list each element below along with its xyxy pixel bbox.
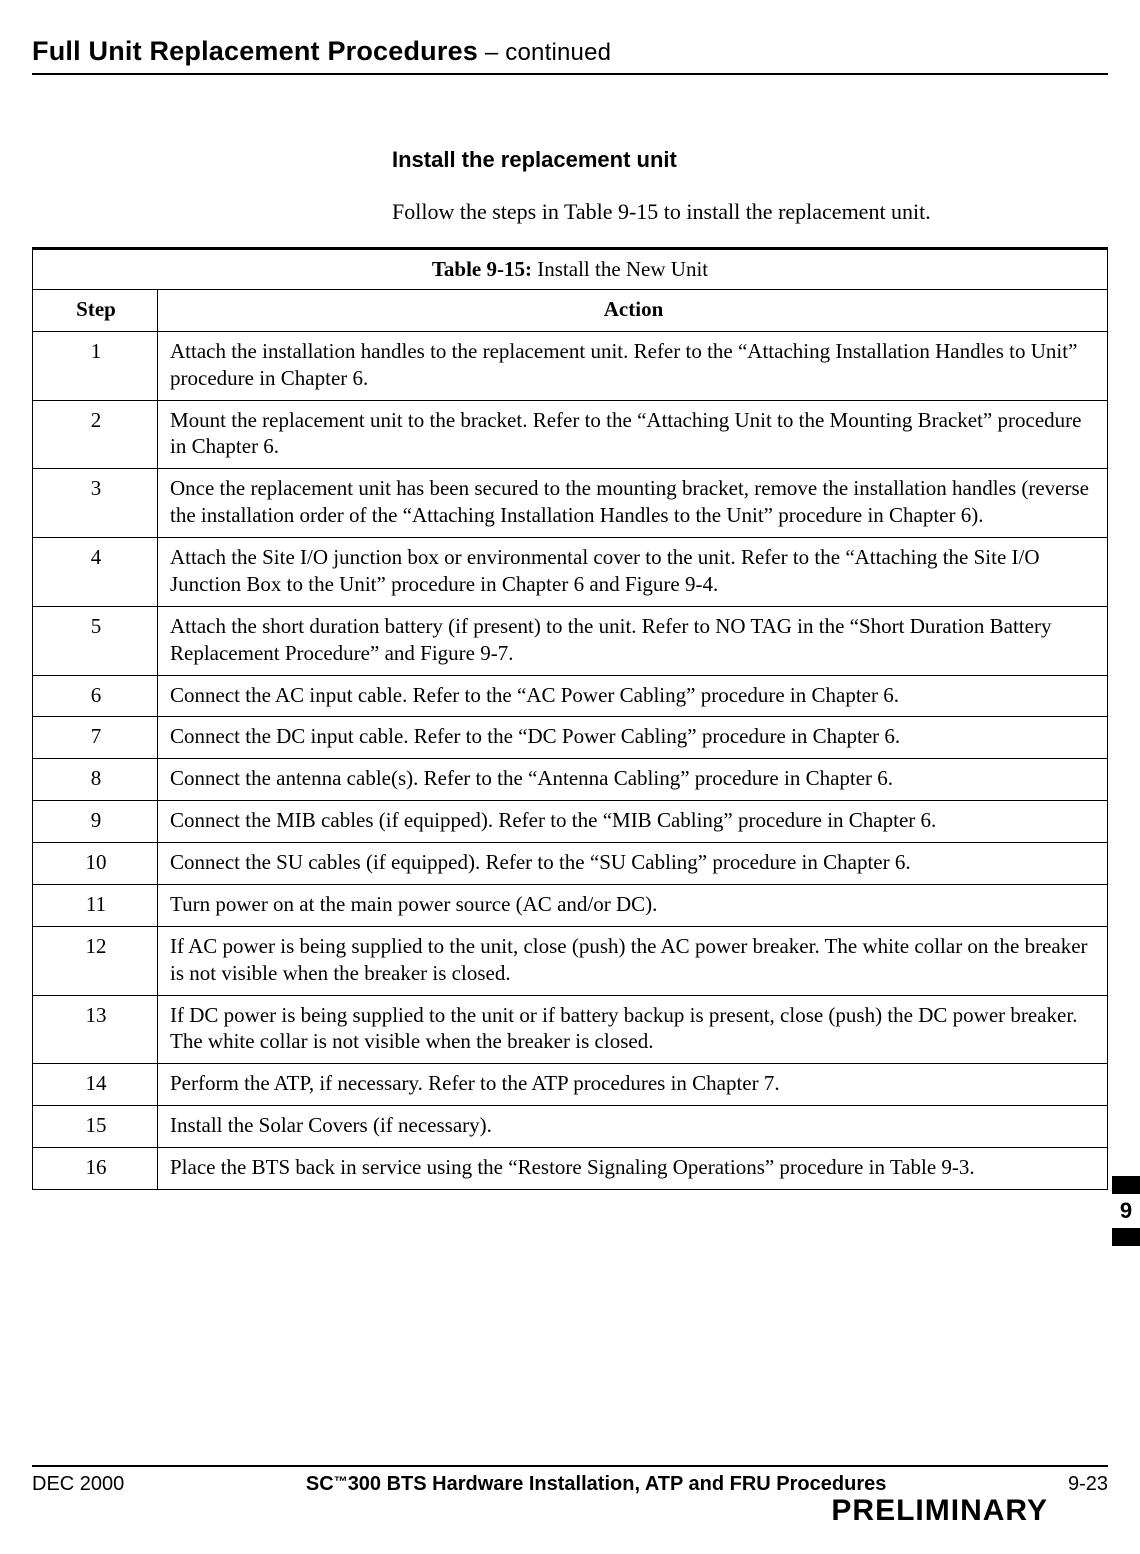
table-row: 16Place the BTS back in service using th… — [33, 1148, 1108, 1190]
table-row: 11Turn power on at the main power source… — [33, 884, 1108, 926]
step-cell: 8 — [33, 759, 158, 801]
step-cell: 1 — [33, 331, 158, 400]
table-row: 4Attach the Site I/O junction box or env… — [33, 538, 1108, 607]
table-caption: Table 9-15: Install the New Unit — [33, 249, 1108, 290]
footer-title-rest: 300 BTS Hardware Installation, ATP and F… — [348, 1473, 887, 1495]
action-cell: Attach the Site I/O junction box or envi… — [158, 538, 1108, 607]
procedure-table: Table 9-15: Install the New Unit Step Ac… — [32, 247, 1108, 1190]
action-cell: If AC power is being supplied to the uni… — [158, 926, 1108, 995]
step-cell: 2 — [33, 400, 158, 469]
header-continued: – continued — [478, 39, 611, 66]
footer-title-prefix: SC — [306, 1473, 334, 1495]
action-cell: Connect the SU cables (if equipped). Ref… — [158, 843, 1108, 885]
page-footer: DEC 2000 SC™300 BTS Hardware Installatio… — [32, 1465, 1108, 1528]
footer-rule — [32, 1465, 1108, 1467]
section-intro: Follow the steps in Table 9-15 to instal… — [392, 199, 1108, 225]
section-heading: Install the replacement unit — [392, 147, 1108, 173]
table-row: 15Install the Solar Covers (if necessary… — [33, 1106, 1108, 1148]
action-cell: Connect the antenna cable(s). Refer to t… — [158, 759, 1108, 801]
step-cell: 13 — [33, 995, 158, 1064]
footer-page-number: 9-23 — [1068, 1473, 1108, 1496]
step-cell: 5 — [33, 606, 158, 675]
page-header: Full Unit Replacement Procedures – conti… — [32, 36, 1108, 67]
col-header-action: Action — [158, 289, 1108, 331]
action-cell: Turn power on at the main power source (… — [158, 884, 1108, 926]
table-row: 3Once the replacement unit has been secu… — [33, 469, 1108, 538]
tab-bar-bottom — [1112, 1228, 1140, 1246]
col-header-step: Step — [33, 289, 158, 331]
step-cell: 9 — [33, 801, 158, 843]
table-row: 14Perform the ATP, if necessary. Refer t… — [33, 1064, 1108, 1106]
action-cell: Perform the ATP, if necessary. Refer to … — [158, 1064, 1108, 1106]
table-caption-label: Table 9-15: — [432, 257, 532, 281]
table-row: 6Connect the AC input cable. Refer to th… — [33, 675, 1108, 717]
table-row: 13If DC power is being supplied to the u… — [33, 995, 1108, 1064]
trademark-symbol: ™ — [334, 1473, 348, 1489]
footer-preliminary: PRELIMINARY — [144, 1494, 1048, 1528]
table-row: 9Connect the MIB cables (if equipped). R… — [33, 801, 1108, 843]
step-cell: 14 — [33, 1064, 158, 1106]
action-cell: Connect the MIB cables (if equipped). Re… — [158, 801, 1108, 843]
step-cell: 12 — [33, 926, 158, 995]
table-caption-text: Install the New Unit — [532, 257, 708, 281]
table-row: 7Connect the DC input cable. Refer to th… — [33, 717, 1108, 759]
header-title: Full Unit Replacement Procedures — [32, 36, 478, 66]
action-cell: Attach the installation handles to the r… — [158, 331, 1108, 400]
step-cell: 4 — [33, 538, 158, 607]
action-cell: Connect the DC input cable. Refer to the… — [158, 717, 1108, 759]
step-cell: 6 — [33, 675, 158, 717]
action-cell: Attach the short duration battery (if pr… — [158, 606, 1108, 675]
action-cell: Place the BTS back in service using the … — [158, 1148, 1108, 1190]
step-cell: 3 — [33, 469, 158, 538]
header-rule — [32, 73, 1108, 75]
chapter-tab: 9 — [1112, 1176, 1140, 1246]
step-cell: 11 — [33, 884, 158, 926]
table-row: 8Connect the antenna cable(s). Refer to … — [33, 759, 1108, 801]
action-cell: Connect the AC input cable. Refer to the… — [158, 675, 1108, 717]
action-cell: Once the replacement unit has been secur… — [158, 469, 1108, 538]
table-row: 10Connect the SU cables (if equipped). R… — [33, 843, 1108, 885]
action-cell: Install the Solar Covers (if necessary). — [158, 1106, 1108, 1148]
footer-doc-title: SC™300 BTS Hardware Installation, ATP an… — [144, 1473, 1048, 1496]
step-cell: 7 — [33, 717, 158, 759]
tab-chapter-number: 9 — [1112, 1194, 1140, 1228]
action-cell: If DC power is being supplied to the uni… — [158, 995, 1108, 1064]
table-row: 5Attach the short duration battery (if p… — [33, 606, 1108, 675]
table-row: 12If AC power is being supplied to the u… — [33, 926, 1108, 995]
step-cell: 10 — [33, 843, 158, 885]
table-row: 2Mount the replacement unit to the brack… — [33, 400, 1108, 469]
action-cell: Mount the replacement unit to the bracke… — [158, 400, 1108, 469]
tab-bar-top — [1112, 1176, 1140, 1194]
table-row: 1Attach the installation handles to the … — [33, 331, 1108, 400]
step-cell: 16 — [33, 1148, 158, 1190]
footer-date: DEC 2000 — [32, 1473, 124, 1496]
step-cell: 15 — [33, 1106, 158, 1148]
